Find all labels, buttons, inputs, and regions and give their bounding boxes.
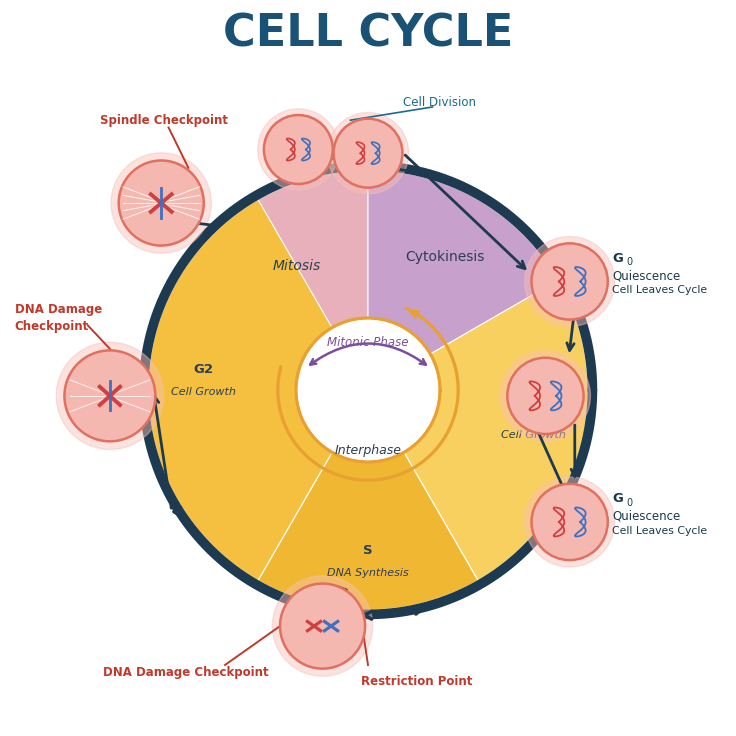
Text: Cell Division: Cell Division	[403, 96, 476, 109]
Circle shape	[65, 350, 155, 442]
Circle shape	[258, 109, 339, 190]
Text: Spindle Checkpoint: Spindle Checkpoint	[100, 113, 228, 127]
Text: S: S	[363, 544, 373, 557]
Wedge shape	[177, 170, 368, 355]
Text: G: G	[612, 492, 623, 505]
Wedge shape	[403, 280, 588, 581]
Text: Restriction Point: Restriction Point	[361, 676, 472, 688]
Wedge shape	[258, 450, 478, 610]
Text: G: G	[612, 252, 623, 264]
Text: Cytokinesis: Cytokinesis	[406, 250, 485, 263]
Text: Interphase: Interphase	[334, 444, 402, 456]
Circle shape	[525, 236, 615, 327]
Circle shape	[280, 584, 365, 668]
Circle shape	[507, 358, 584, 434]
Text: Mitosis: Mitosis	[272, 259, 321, 273]
Circle shape	[111, 153, 211, 253]
Text: Mitonic Phase: Mitonic Phase	[328, 336, 408, 349]
Text: G1: G1	[523, 407, 543, 420]
Circle shape	[272, 576, 372, 676]
Text: DNA Damage Checkpoint: DNA Damage Checkpoint	[102, 666, 268, 679]
Text: CELL CYCLE: CELL CYCLE	[223, 13, 513, 56]
Text: 0: 0	[626, 498, 632, 508]
Circle shape	[531, 244, 608, 319]
Circle shape	[333, 118, 403, 188]
Circle shape	[56, 342, 163, 450]
Text: G2: G2	[194, 363, 213, 376]
Circle shape	[118, 160, 204, 246]
Text: Cell Leaves Cycle: Cell Leaves Cycle	[612, 526, 707, 536]
Circle shape	[500, 351, 590, 441]
Circle shape	[531, 484, 608, 560]
Text: Quiescence: Quiescence	[612, 269, 680, 282]
Circle shape	[298, 320, 438, 460]
Circle shape	[328, 113, 408, 194]
Circle shape	[525, 477, 615, 567]
Text: Cell Growth: Cell Growth	[171, 386, 236, 397]
Text: DNA Damage
Checkpoint: DNA Damage Checkpoint	[15, 303, 102, 333]
Wedge shape	[368, 170, 559, 355]
Text: 0: 0	[626, 258, 632, 267]
Text: DNA Synthesis: DNA Synthesis	[327, 567, 409, 578]
Wedge shape	[148, 199, 333, 581]
Text: Cell Growth: Cell Growth	[500, 431, 565, 440]
Circle shape	[264, 115, 333, 184]
Text: Quiescence: Quiescence	[612, 509, 680, 523]
Text: Cell Leaves Cycle: Cell Leaves Cycle	[612, 286, 707, 295]
